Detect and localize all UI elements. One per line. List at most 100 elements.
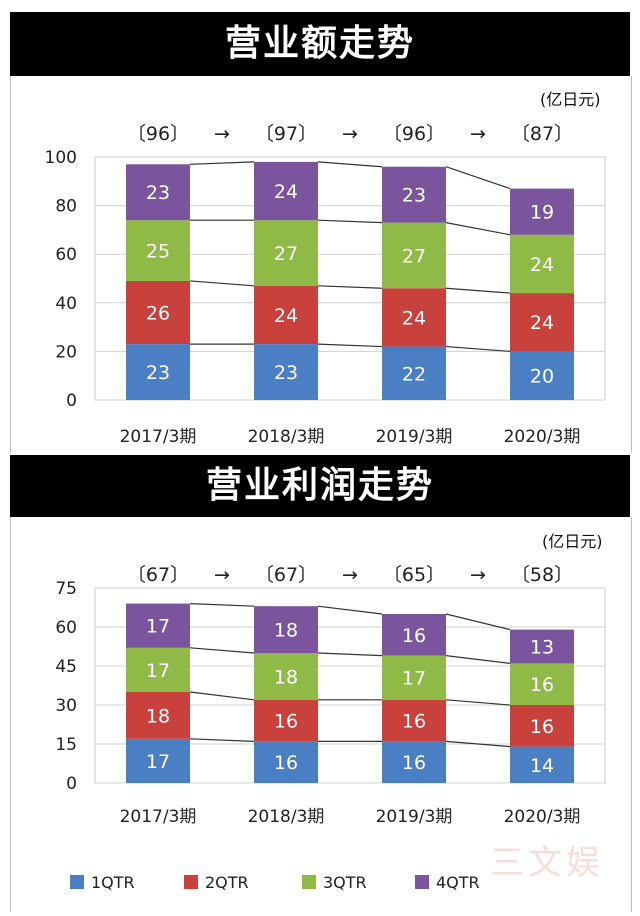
revenue-connector-line <box>445 287 511 294</box>
profit-bar-3qtr <box>382 655 446 700</box>
revenue-y-tick-label: 100 <box>45 148 77 168</box>
profit-bar-4qtr <box>254 606 318 653</box>
revenue-x-tick-label: 2020/3期 <box>504 427 581 447</box>
legend-swatch-1qtr <box>70 875 84 889</box>
profit-total-label: 〔67〕 <box>127 564 189 586</box>
profit-connector-line <box>189 603 255 607</box>
revenue-data-label: 27 <box>402 245 426 267</box>
legend-item-1qtr: 1QTR <box>70 870 135 894</box>
profit-connector-line <box>189 647 255 654</box>
unit-label-operating-profit: (亿日元) <box>542 532 603 551</box>
revenue-data-label: 23 <box>274 362 298 384</box>
legend-label-2qtr: 2QTR <box>205 872 249 892</box>
legend-swatch-4qtr <box>415 875 429 889</box>
revenue-arrow: → <box>214 123 230 145</box>
revenue-connector-line <box>317 343 383 348</box>
revenue-data-label: 26 <box>146 303 170 325</box>
revenue-x-tick-label: 2017/3期 <box>120 427 197 447</box>
revenue-data-label: 20 <box>530 366 554 388</box>
profit-total-label: 〔67〕 <box>255 564 317 586</box>
watermark-logo: 三文娱 <box>490 843 604 883</box>
profit-y-tick-label: 15 <box>55 735 77 755</box>
chart-title-revenue: 营业额走势 <box>10 12 630 76</box>
profit-data-label: 16 <box>530 674 554 696</box>
profit-bar-1qtr <box>254 741 318 783</box>
revenue-connector-line <box>445 222 511 236</box>
revenue-total-label: 〔97〕 <box>255 123 317 145</box>
revenue-bar-4qtr <box>382 166 446 223</box>
revenue-connector-line <box>317 161 383 168</box>
profit-x-tick-label: 2020/3期 <box>504 807 581 827</box>
revenue-bar-1qtr <box>126 344 190 400</box>
revenue-x-tick-label: 2019/3期 <box>376 427 453 447</box>
profit-arrow: → <box>342 564 358 586</box>
legend-item-3qtr: 3QTR <box>302 870 367 894</box>
revenue-data-label: 27 <box>274 243 298 265</box>
revenue-connector-line <box>189 280 255 287</box>
revenue-bar-2qtr <box>254 285 318 345</box>
profit-y-tick-label: 30 <box>55 696 77 716</box>
profit-bar-4qtr <box>510 629 574 664</box>
revenue-bar-1qtr <box>254 344 318 400</box>
revenue-y-tick-label: 80 <box>55 197 77 217</box>
revenue-bar-4qtr <box>126 164 190 221</box>
profit-bar-1qtr <box>126 738 190 783</box>
revenue-data-label: 19 <box>530 202 554 224</box>
legend-item-2qtr: 2QTR <box>184 870 249 894</box>
profit-data-label: 16 <box>402 752 426 774</box>
profit-connector-line <box>445 613 511 631</box>
revenue-data-label: 24 <box>530 312 554 334</box>
profit-data-label: 16 <box>402 625 426 647</box>
revenue-data-label: 25 <box>146 241 170 263</box>
profit-data-label: 17 <box>146 660 170 682</box>
profit-connector-line <box>445 655 511 664</box>
profit-bar-2qtr <box>254 699 318 742</box>
profit-bar-3qtr <box>126 647 190 692</box>
profit-bar-2qtr <box>382 699 446 742</box>
revenue-total-label: 〔96〕 <box>383 123 445 145</box>
legend-item-4qtr: 4QTR <box>415 870 480 894</box>
profit-arrow: → <box>470 564 486 586</box>
profit-arrow: → <box>214 564 230 586</box>
chart-title-operating-profit: 营业利润走势 <box>10 455 630 517</box>
profit-bar-4qtr <box>126 603 190 648</box>
profit-x-tick-label: 2018/3期 <box>248 807 325 827</box>
revenue-connector-line <box>317 219 383 224</box>
profit-bar-4qtr <box>382 614 446 656</box>
profit-y-tick-label: 75 <box>55 579 77 599</box>
revenue-bar-3qtr <box>382 222 446 289</box>
legend-label-4qtr: 4QTR <box>436 872 480 892</box>
profit-bar-1qtr <box>510 746 574 783</box>
revenue-data-label: 23 <box>146 182 170 204</box>
revenue-data-label: 23 <box>146 362 170 384</box>
legend: 1QTR 2QTR 3QTR 4QTR <box>70 870 590 894</box>
profit-data-label: 16 <box>530 716 554 738</box>
revenue-bar-1qtr <box>382 346 446 400</box>
profit-data-label: 18 <box>274 666 298 688</box>
revenue-connector-line <box>445 166 511 190</box>
profit-data-label: 17 <box>146 751 170 773</box>
profit-data-label: 16 <box>274 711 298 733</box>
revenue-x-tick-label: 2018/3期 <box>248 427 325 447</box>
revenue-connector-line <box>189 161 255 165</box>
revenue-y-tick-label: 60 <box>55 245 77 265</box>
profit-y-tick-label: 0 <box>66 774 77 794</box>
revenue-arrow: → <box>342 123 358 145</box>
profit-connector-line <box>189 738 255 742</box>
legend-swatch-2qtr <box>184 875 198 889</box>
legend-label-1qtr: 1QTR <box>91 872 135 892</box>
profit-y-tick-label: 60 <box>55 618 77 638</box>
revenue-bar-3qtr <box>254 220 318 286</box>
revenue-data-label: 23 <box>402 185 426 207</box>
profit-data-label: 17 <box>146 616 170 638</box>
profit-bar-3qtr <box>254 653 318 700</box>
unit-label-revenue: (亿日元) <box>540 90 601 109</box>
revenue-y-tick-label: 20 <box>55 342 77 362</box>
revenue-bar-4qtr <box>254 161 318 221</box>
profit-y-tick-label: 45 <box>55 657 77 677</box>
revenue-total-label: 〔87〕 <box>511 123 573 145</box>
chart-panel-revenue <box>10 76 632 452</box>
profit-total-label: 〔65〕 <box>383 564 445 586</box>
